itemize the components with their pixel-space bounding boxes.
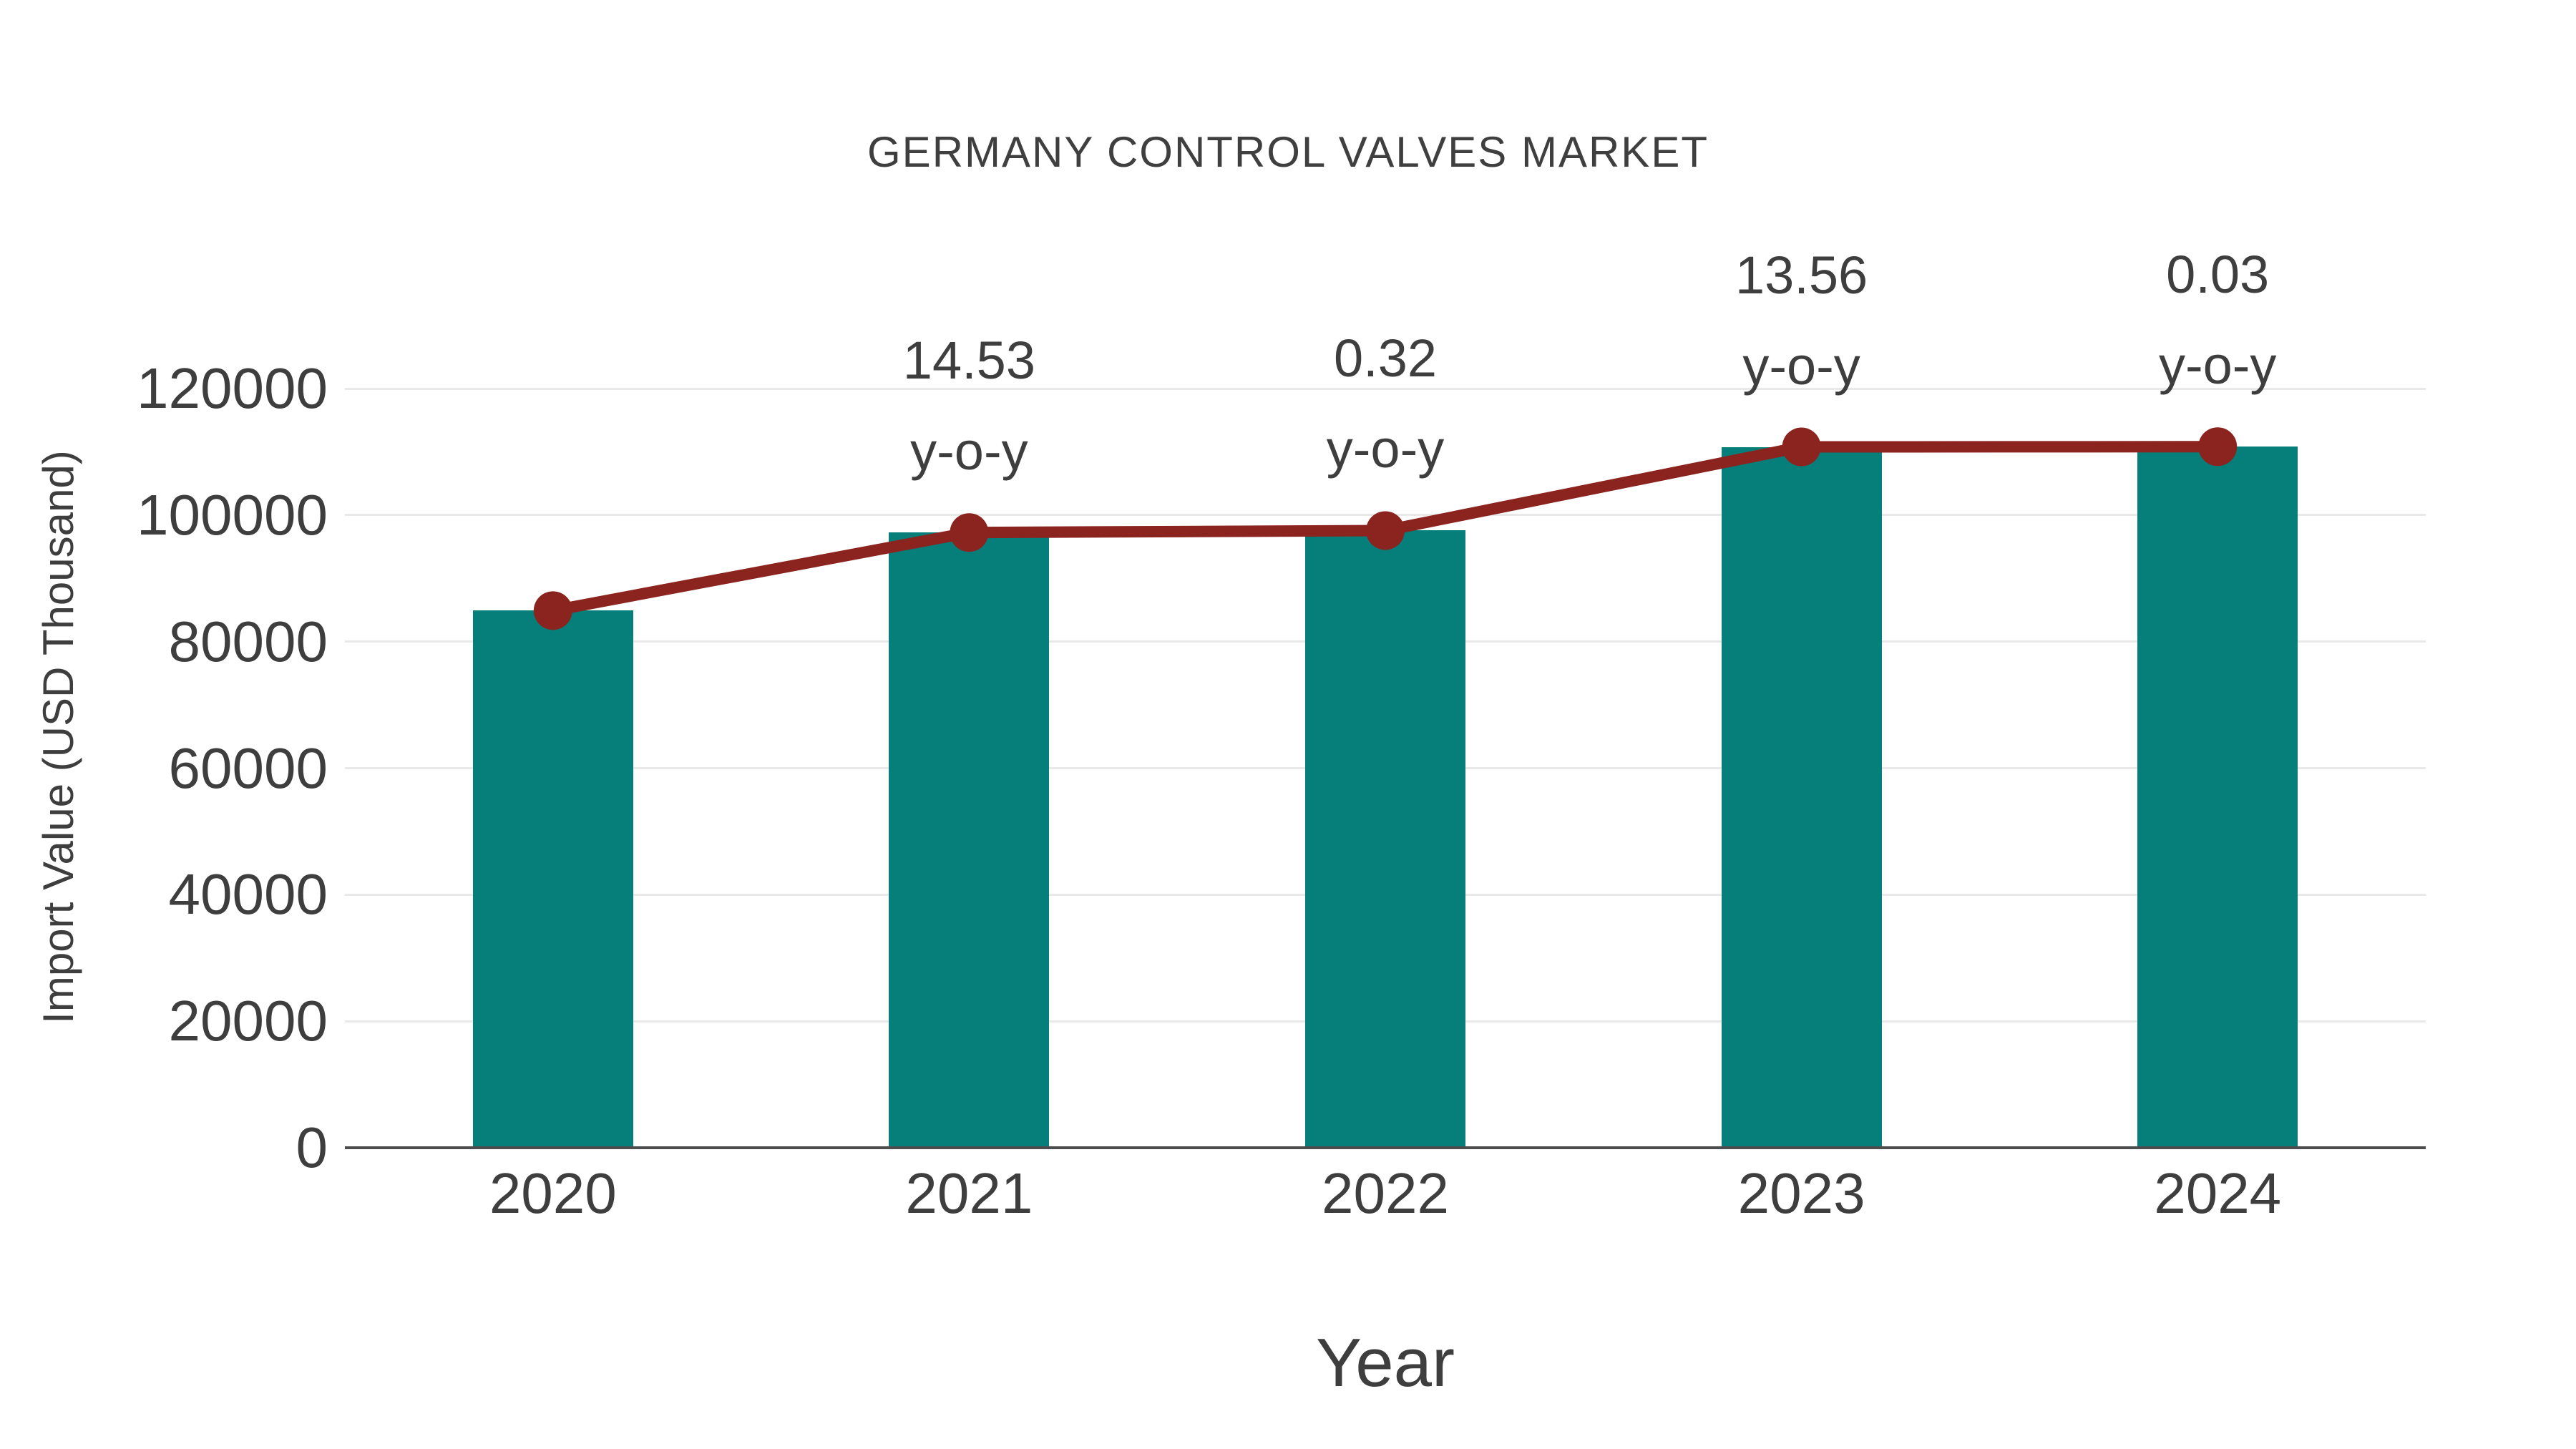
y-tick-label: 120000 (137, 356, 328, 420)
chart-title: GERMANY CONTROL VALVES MARKET (867, 128, 1709, 176)
trend-point-marker-2021 (950, 513, 989, 552)
x-tick-label-2023: 2023 (1737, 1161, 1865, 1225)
y-tick-label: 0 (296, 1116, 328, 1179)
y-tick-label: 60000 (168, 736, 328, 800)
y-tick-label: 20000 (168, 989, 328, 1053)
x-axis-title: Year (1316, 1324, 1455, 1401)
yoy-annotation-value: 13.56 (1735, 245, 1868, 305)
bar-2020 (472, 610, 633, 1148)
bar-2024 (2137, 447, 2298, 1148)
y-tick-label: 40000 (168, 862, 328, 927)
trend-point-marker-2023 (1782, 427, 1821, 467)
gridline (345, 387, 2426, 390)
bar-2021 (889, 532, 1050, 1148)
yoy-annotation-2021: 14.53 y-o-y (740, 315, 1198, 497)
x-tick-label-2022: 2022 (1322, 1161, 1449, 1225)
yoy-annotation-caption: y-o-y (2158, 336, 2277, 396)
x-tick-label-2024: 2024 (2154, 1161, 2282, 1225)
trend-point-marker-2024 (2198, 427, 2238, 467)
bar-2023 (1721, 447, 1882, 1148)
x-axis-line (345, 1146, 2426, 1149)
trend-point-marker-2020 (533, 591, 572, 630)
y-tick-label: 80000 (168, 609, 328, 673)
yoy-annotation-2022: 0.32 y-o-y (1156, 313, 1614, 494)
x-tick-label-2020: 2020 (489, 1161, 617, 1225)
yoy-annotation-value: 0.03 (2166, 245, 2270, 305)
y-tick-label: 100000 (137, 482, 328, 547)
yoy-annotation-2024: 0.03 y-o-y (1989, 229, 2446, 411)
yoy-annotation-caption: y-o-y (910, 421, 1028, 482)
yoy-annotation-2023: 13.56 y-o-y (1573, 230, 2031, 411)
yoy-annotation-caption: y-o-y (1742, 336, 1860, 396)
trend-point-marker-2022 (1366, 511, 1405, 550)
x-tick-label-2021: 2021 (905, 1161, 1033, 1225)
yoy-annotation-value: 0.32 (1333, 328, 1438, 389)
bar-2022 (1305, 530, 1465, 1148)
yoy-annotation-value: 14.53 (902, 331, 1035, 391)
yoy-annotation-caption: y-o-y (1326, 419, 1445, 479)
